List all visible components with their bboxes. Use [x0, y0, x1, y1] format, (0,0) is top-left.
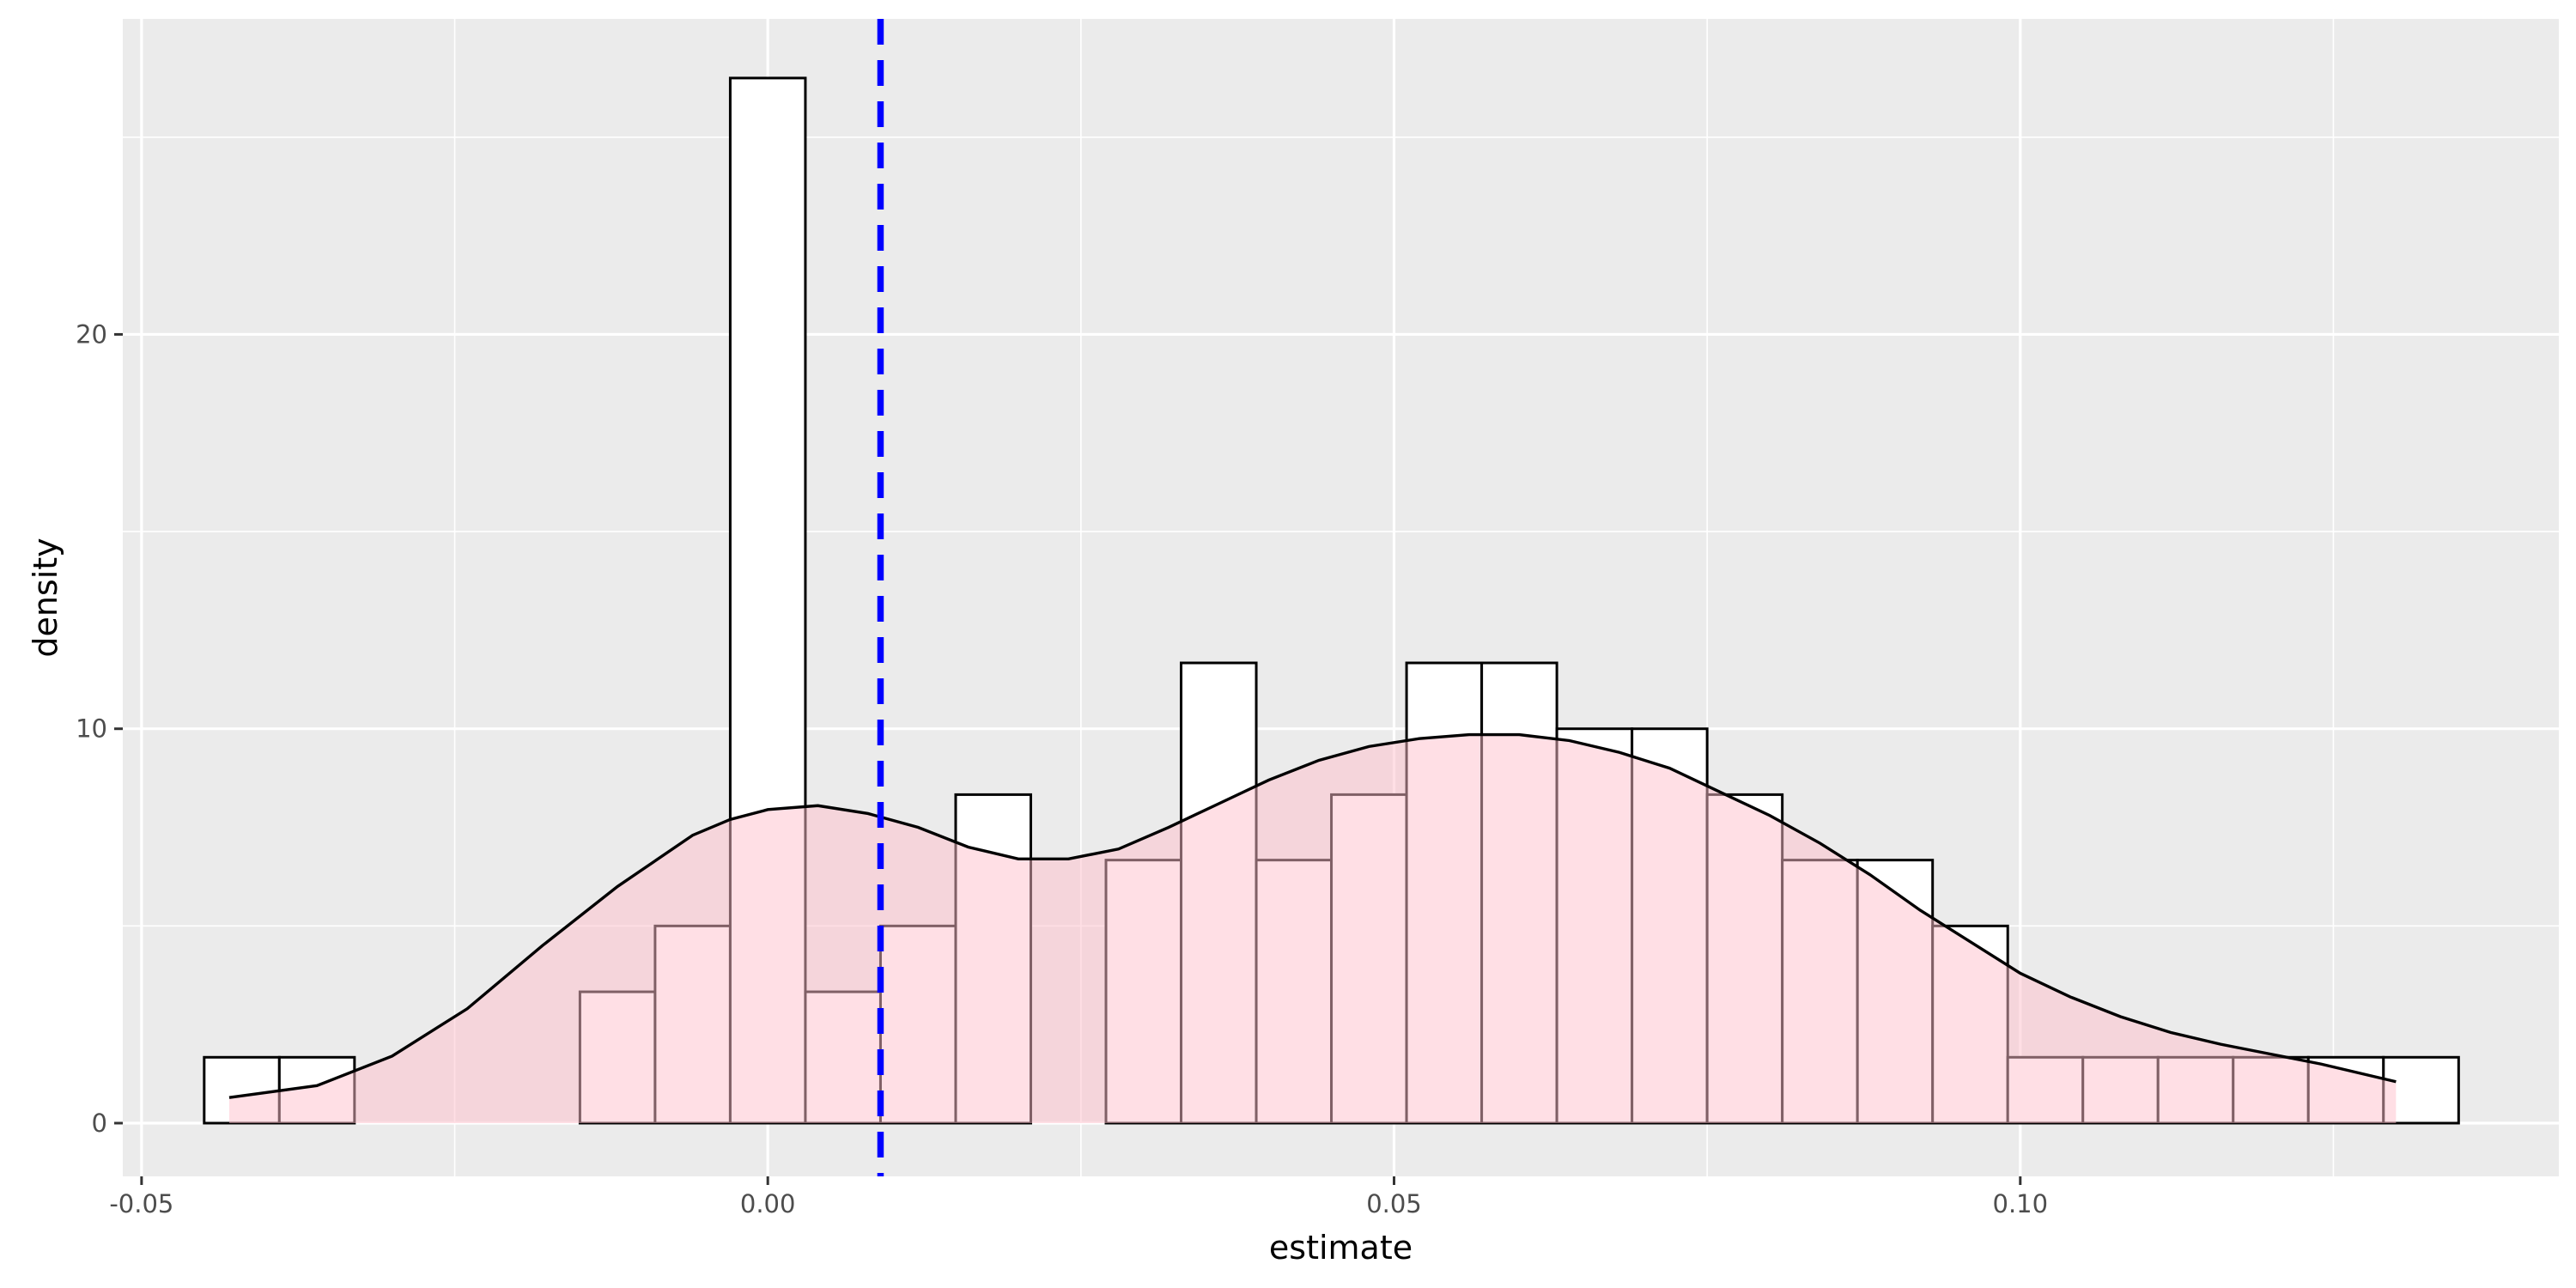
y-tick-label: 20 [76, 319, 107, 349]
minor-gridlines [123, 19, 2559, 1176]
x-axis-title: estimate [1269, 1229, 1413, 1267]
density-layer [228, 732, 2397, 1123]
y-axis: 0 10 20 [76, 319, 123, 1138]
y-axis-title: density [27, 538, 64, 657]
x-axis: -0.05 0.00 0.05 0.10 [109, 1176, 2048, 1218]
y-tick-label: 10 [76, 714, 107, 744]
histogram-bar [2382, 1055, 2460, 1125]
x-tick-label: 0.10 [1993, 1189, 2049, 1218]
x-tick-label: 0.00 [740, 1189, 796, 1218]
x-tick-label: -0.05 [109, 1189, 173, 1218]
x-tick-label: 0.05 [1366, 1189, 1422, 1218]
density-area [228, 734, 2397, 1123]
density-curve [228, 732, 2397, 1099]
y-tick-label: 0 [92, 1109, 107, 1138]
